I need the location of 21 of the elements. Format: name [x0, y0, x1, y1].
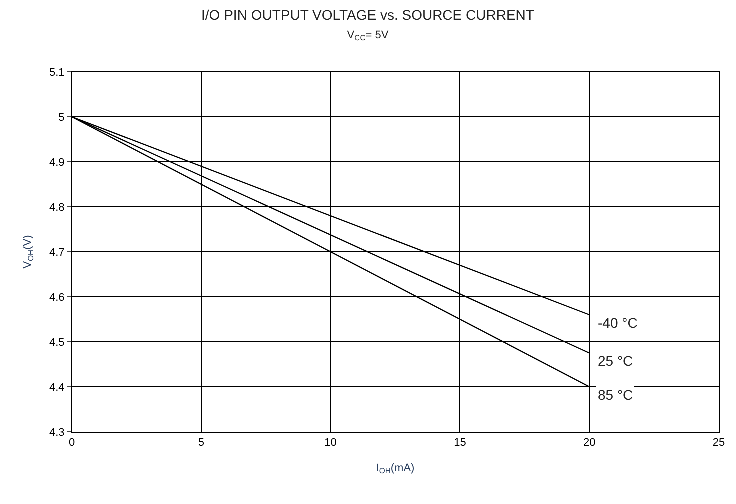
y-tick-label: 4.4 — [50, 382, 65, 394]
y-tick-label: 4.3 — [50, 426, 65, 439]
chart-subtitle: V$_{CC}$= 5V — [347, 29, 390, 43]
x-tick-label: 25 — [712, 437, 726, 450]
series-label: -40 °C — [598, 315, 638, 331]
series-label: 85 °C — [598, 387, 634, 403]
y-tick-label: 4.6 — [50, 292, 65, 304]
y-tick-label: 4.9 — [50, 156, 65, 169]
x-axis-title: I$_{OH}$(mA) — [376, 462, 415, 476]
y-tick-label: 4.7 — [50, 246, 65, 259]
x-tick-label: 10 — [324, 437, 337, 450]
series-label: 25 °C — [598, 353, 634, 369]
y-tick-label: 5 — [58, 112, 65, 124]
y-tick-label: 4.8 — [50, 202, 65, 214]
chart-title: I/O PIN OUTPUT VOLTAGE vs. SOURCE CURRENT — [202, 7, 535, 24]
y-tick-label: 4.5 — [50, 336, 65, 349]
x-tick-label: 15 — [454, 437, 466, 450]
x-tick-label: 0 — [68, 437, 76, 450]
x-tick-label: 20 — [583, 437, 596, 450]
y-tick-label: 5.1 — [50, 66, 65, 79]
x-tick-label: 5 — [198, 437, 204, 450]
